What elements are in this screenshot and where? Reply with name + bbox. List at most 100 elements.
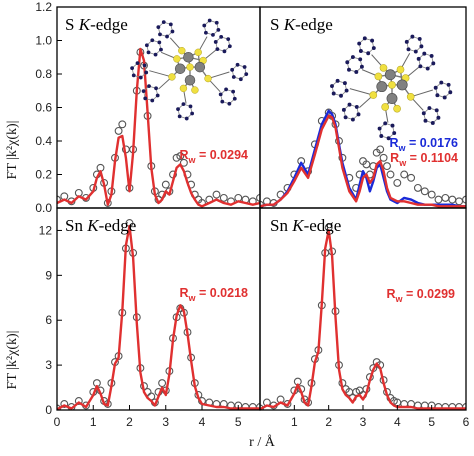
carbon-atom bbox=[138, 75, 143, 80]
carbon-atom bbox=[345, 60, 350, 65]
carbon-atom bbox=[406, 47, 411, 52]
panel-top-left: 0.0 0.2 0.4 0.6 0.8 1.0 1.2 S K-edge Rw = 0.0294 bbox=[35, 0, 261, 215]
carbon-atom bbox=[433, 85, 438, 90]
x-tick-label: 0 bbox=[54, 415, 61, 429]
carbon-atom bbox=[383, 121, 388, 126]
carbon-atom bbox=[416, 56, 421, 61]
data-point bbox=[379, 153, 388, 162]
carbon-atom bbox=[168, 22, 173, 27]
sulfur-atom bbox=[381, 103, 390, 111]
carbon-atom bbox=[218, 92, 223, 97]
carbon-atom bbox=[425, 66, 430, 71]
carbon-atom bbox=[358, 49, 363, 53]
carbon-atom bbox=[417, 36, 422, 41]
y-tick-label: 1.0 bbox=[35, 34, 52, 48]
data-point bbox=[179, 158, 188, 167]
tin-atom bbox=[174, 63, 186, 74]
carbon-atom bbox=[211, 33, 215, 37]
carbon-atom bbox=[204, 30, 208, 35]
carbon-atom bbox=[144, 70, 149, 75]
panel-frame bbox=[56, 6, 261, 209]
y-tick-label: 0.8 bbox=[35, 67, 52, 81]
carbon-atom bbox=[434, 108, 439, 113]
carbon-atom bbox=[362, 36, 367, 41]
carbon-atom bbox=[358, 57, 363, 62]
series-fit-line-1 bbox=[57, 47, 260, 208]
carbon-atom bbox=[226, 37, 231, 41]
carbon-atom bbox=[147, 84, 151, 89]
carbon-atom bbox=[419, 44, 424, 49]
carbon-atom bbox=[335, 78, 340, 83]
y-tick-label: 0.4 bbox=[35, 134, 52, 148]
carbon-atom bbox=[331, 91, 336, 96]
carbon-atom bbox=[423, 118, 428, 123]
carbon-atom bbox=[347, 67, 351, 72]
carbon-atom bbox=[431, 61, 436, 66]
panel-title: Sn K-edge bbox=[270, 216, 341, 235]
carbon-atom bbox=[154, 86, 158, 91]
carbon-atom bbox=[181, 102, 186, 107]
data-point bbox=[420, 187, 429, 196]
carbon-atom bbox=[157, 40, 162, 45]
carbon-atom bbox=[153, 52, 158, 57]
carbon-atom bbox=[392, 131, 397, 136]
sulfur-atom bbox=[178, 46, 186, 55]
carbon-atom bbox=[386, 136, 391, 141]
tin-atom bbox=[396, 79, 408, 91]
carbon-atom bbox=[235, 62, 240, 67]
carbon-atom bbox=[356, 112, 361, 117]
carbon-atom bbox=[238, 77, 243, 82]
carbon-atom bbox=[442, 95, 447, 100]
series-data-points bbox=[57, 219, 260, 410]
carbon-atom bbox=[339, 93, 343, 98]
carbon-atom bbox=[343, 115, 348, 120]
data-point bbox=[427, 190, 436, 199]
y-tick-label: 1.2 bbox=[35, 0, 52, 14]
carbon-atom bbox=[232, 96, 237, 101]
data-point bbox=[386, 170, 395, 179]
carbon-atom bbox=[422, 51, 427, 56]
y-tick-label: 12 bbox=[39, 223, 53, 237]
carbon-atom bbox=[354, 70, 359, 74]
rw-annotation: Rw = 0.0299 bbox=[386, 287, 455, 304]
carbon-atom bbox=[144, 43, 149, 48]
plot-area bbox=[260, 223, 466, 410]
carbon-atom bbox=[342, 81, 347, 86]
panel-bottom-right: 1 2 3 4 5 6 Sn K-edge Rw = 0.0299 bbox=[259, 207, 470, 429]
carbon-atom bbox=[350, 55, 355, 59]
carbon-atom bbox=[429, 53, 434, 58]
data-point bbox=[455, 197, 464, 206]
structure-inset-top-left bbox=[130, 18, 249, 121]
data-point bbox=[448, 195, 457, 204]
data-point bbox=[161, 180, 170, 189]
carbon-atom bbox=[159, 47, 163, 52]
carbon-atom bbox=[446, 82, 451, 87]
carbon-atom bbox=[354, 104, 359, 109]
sulfur-atom bbox=[369, 91, 378, 99]
panel-title: S K-edge bbox=[270, 15, 333, 34]
data-point bbox=[413, 183, 422, 192]
carbon-atom bbox=[413, 49, 418, 54]
carbon-atom bbox=[141, 89, 146, 94]
y-tick-label: 0 bbox=[45, 403, 52, 417]
carbon-atom bbox=[371, 46, 376, 51]
carbon-atom bbox=[377, 126, 382, 131]
data-point bbox=[407, 173, 416, 182]
y-tick-label: 0.6 bbox=[35, 101, 52, 115]
tin-atom bbox=[386, 93, 398, 104]
rw-annotation: Rw = 0.0218 bbox=[179, 286, 248, 303]
data-point bbox=[74, 397, 83, 405]
carbon-atom bbox=[436, 115, 441, 120]
panel-frame bbox=[259, 207, 467, 411]
carbon-atom bbox=[158, 32, 162, 37]
series-fit-line-2 bbox=[260, 114, 466, 208]
carbon-atom bbox=[155, 93, 160, 98]
carbon-atom bbox=[231, 89, 236, 94]
x-tick-label: 4 bbox=[199, 415, 206, 429]
plot-area bbox=[57, 219, 260, 410]
carbon-atom bbox=[207, 18, 212, 23]
rw-annotation: Rw = 0.0176 bbox=[389, 136, 458, 153]
carbon-atom bbox=[213, 40, 218, 44]
sulfur-atom bbox=[396, 65, 405, 74]
data-point bbox=[212, 190, 221, 199]
